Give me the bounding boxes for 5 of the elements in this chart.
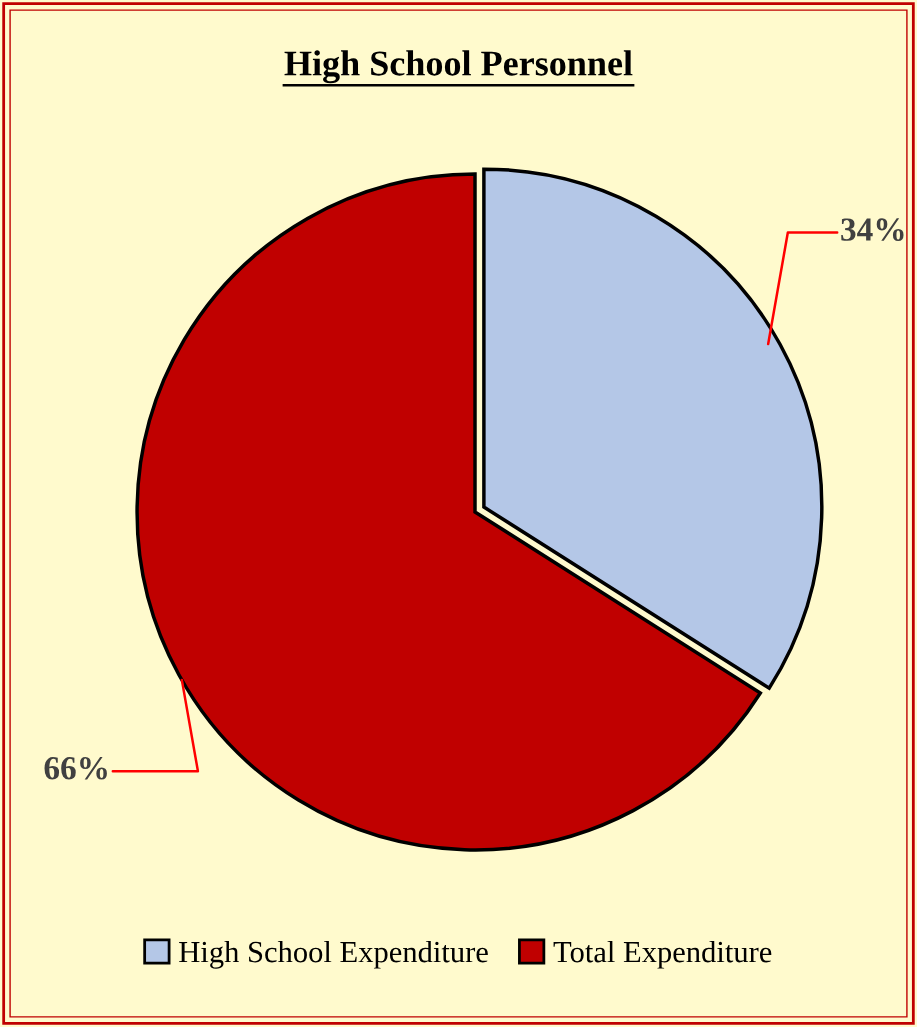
data-label: 66% [44,756,107,780]
chart-title: High School Personnel [284,50,633,84]
legend-label: High School Expenditure [179,940,488,969]
legend-label: Total Expenditure [553,940,772,969]
data-label: 34% [841,218,904,241]
